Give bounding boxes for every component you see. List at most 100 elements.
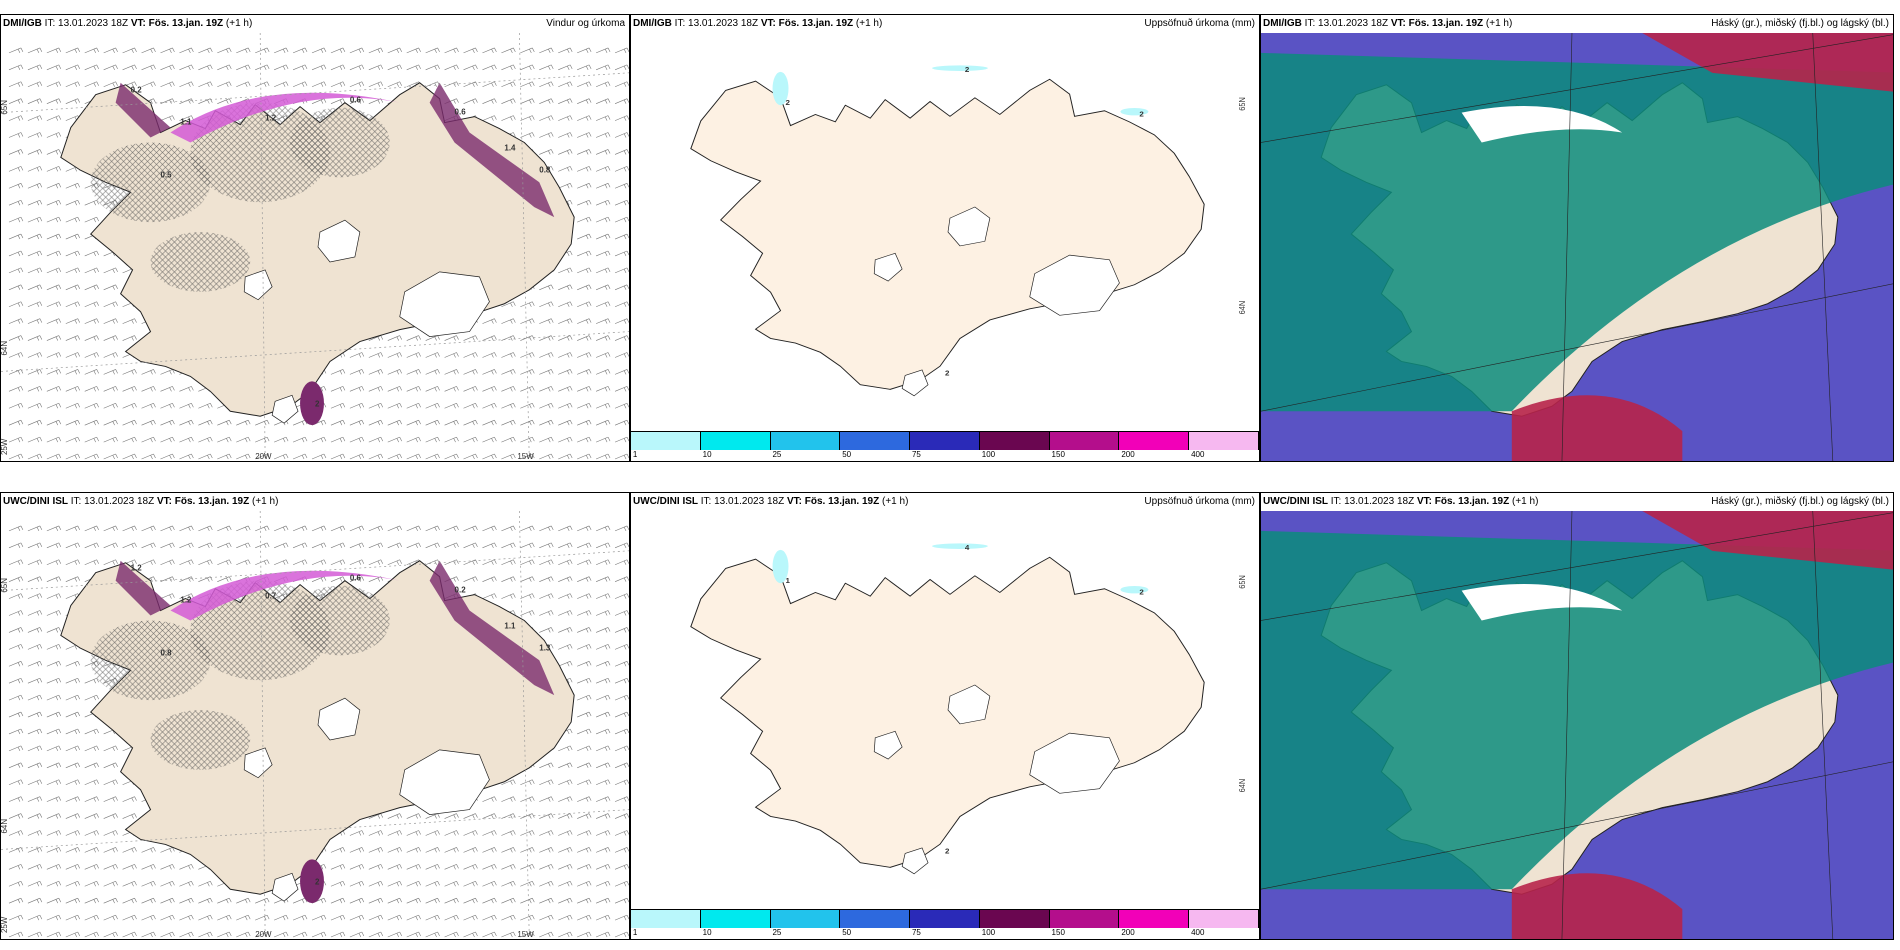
lead-time: (+1 h) (1485, 18, 1513, 29)
panel-header: DMI/IGB IT: 13.01.2023 18Z VT: Fös. 13.j… (631, 15, 1259, 33)
low-cloud-south (1511, 873, 1683, 939)
accum-value-label: 2 (1139, 110, 1143, 119)
white-band (1461, 105, 1623, 143)
map-area (1261, 33, 1893, 461)
panel-header: UWC/DINI ISL IT: 13.01.2023 18Z VT: Fös.… (631, 493, 1259, 511)
vt-label: VT: (760, 18, 776, 29)
panel-dmi-wind: DMI/IGB IT: 13.01.2023 18Z VT: Fös. 13.j… (0, 14, 630, 462)
lon-label-left: 25W (1, 438, 9, 455)
panel-dmi-cloud: DMI/IGB IT: 13.01.2023 18Z VT: Fös. 13.j… (1260, 14, 1894, 462)
colorbar-segment (1189, 910, 1259, 928)
panel-title: Uppsöfnuð úrkoma (mm) (1144, 18, 1255, 29)
lat-label-top: 65N (1238, 575, 1247, 589)
hatch-area-0 (90, 142, 211, 223)
precip-patch (1120, 585, 1149, 594)
map-area: 4 1 2 2 65N 64N (631, 511, 1259, 909)
model-name: DMI/IGB (1263, 18, 1302, 29)
precip-patch (932, 65, 988, 71)
colorbar-segment (1119, 432, 1190, 450)
colorbar (631, 431, 1259, 450)
vt-label: VT: (1390, 18, 1406, 29)
glacier-2 (873, 252, 903, 282)
lead-time: (+1 h) (252, 496, 279, 507)
colorbar-tick: 1 (632, 928, 638, 937)
accum-value-label: 4 (965, 543, 970, 552)
low-cloud-south (1511, 395, 1683, 461)
precip-value-label: 0.8 (539, 165, 551, 174)
accum-value-label: 2 (1139, 588, 1143, 597)
lon-label-15w: 15W (517, 452, 534, 461)
mid-cloud-field (1261, 52, 1893, 412)
map-svg: 1.2 1.2 0.7 0.6 0.2 1.1 1.3 0.8 2 65N 64N 25W 20W 15W (1, 511, 629, 939)
colorbar-legend: 1 10 25 50 75 100 150 200 400 (631, 909, 1259, 939)
panel-header: DMI/IGB IT: 13.01.2023 18Z VT: Fös. 13.j… (1, 15, 629, 33)
vt-value: Fös. 13.jan. 19Z (148, 18, 224, 29)
colorbar-tick: 200 (1121, 928, 1135, 937)
iceland-land (690, 78, 1205, 390)
colorbar-tick: 50 (842, 450, 852, 459)
panel-uwc-cloud: UWC/DINI ISL IT: 13.01.2023 18Z VT: Fös.… (1260, 492, 1894, 940)
run-info: DMI/IGB IT: 13.01.2023 18Z VT: Fös. 13.j… (3, 15, 252, 33)
accum-value-label: 2 (945, 847, 949, 856)
colorbar-segment (979, 910, 1050, 928)
precip-patch (772, 549, 789, 584)
it-label: IT: (1304, 18, 1316, 29)
precip-patch (772, 71, 789, 106)
precip-value-label: 0.6 (350, 96, 362, 105)
colorbar-segment (1049, 910, 1120, 928)
panel-title: Háský (gr.), miðský (fj.bl.) og lágský (… (1711, 18, 1889, 29)
precip-value-label: 0.8 (160, 648, 172, 657)
model-name: UWC/DINI ISL (3, 496, 68, 507)
graticule-lat (1, 550, 629, 850)
vt-label: VT: (156, 496, 172, 507)
graticule (1261, 511, 1893, 939)
run-info: UWC/DINI ISL IT: 13.01.2023 18Z VT: Fös.… (1263, 493, 1538, 511)
colorbar-segment (840, 432, 911, 450)
it-label: IT: (700, 496, 712, 507)
model-name: DMI/IGB (633, 18, 672, 29)
map-area: 0.2 1.1 1.2 0.6 0.6 1.4 0.8 0.5 2 65N 64N 25W 20W 15W (1, 33, 629, 461)
graticule-lon (259, 33, 530, 461)
colorbar (631, 909, 1259, 928)
run-info: DMI/IGB IT: 13.01.2023 18Z VT: Fös. 13.j… (633, 15, 882, 33)
map-area (1261, 511, 1893, 939)
accum-value-label: 1 (786, 576, 791, 585)
model-name: DMI/IGB (3, 18, 42, 29)
glacier-3 (901, 847, 929, 875)
colorbar-tick: 150 (1051, 450, 1065, 459)
colorbar-tick: 100 (981, 928, 996, 937)
colorbar-tick: 10 (702, 450, 712, 459)
map-svg: 4 1 2 2 65N 64N (690, 543, 1247, 875)
glacier-1 (399, 749, 490, 815)
graticule-lat (1, 72, 629, 372)
colorbar-segment (631, 432, 701, 450)
precip-value-label: 2 (315, 399, 320, 408)
glacier-2 (243, 747, 273, 779)
precip-value-label: 1.4 (504, 143, 516, 152)
precip-value-label: 0.7 (265, 592, 277, 601)
precip-band (170, 570, 400, 621)
colorbar-tick: 10 (702, 928, 712, 937)
colorbar-tick: 50 (842, 928, 852, 937)
glacier-1 (399, 271, 490, 337)
graticule-lon (259, 511, 530, 939)
colorbar-segment (1189, 432, 1259, 450)
precip-value-label: 0.5 (160, 170, 172, 179)
map-area: 1.2 1.2 0.7 0.6 0.2 1.1 1.3 0.8 2 65N 64N 25W 20W 15W (1, 511, 629, 939)
it-value: 13.01.2023 18Z (1318, 18, 1389, 29)
colorbar-tick: 25 (772, 450, 782, 459)
lon-label-20w: 20W (255, 452, 272, 461)
panel-title: Uppsöfnuð úrkoma (mm) (1144, 496, 1255, 507)
vt-label: VT: (130, 18, 146, 29)
mid-cloud-field (1261, 530, 1893, 890)
hatch-area-3 (290, 107, 390, 178)
panel-uwc-accum: UWC/DINI ISL IT: 13.01.2023 18Z VT: Fös.… (630, 492, 1260, 940)
it-value: 13.01.2023 18Z (84, 496, 155, 507)
colorbar-segment (1049, 432, 1120, 450)
precip-patch-nw (115, 82, 171, 138)
lat-label-mid: 64N (1, 341, 9, 356)
it-label: IT: (70, 496, 82, 507)
colorbar-legend: 1 10 25 50 75 100 150 200 400 (631, 431, 1259, 461)
lat-label-mid: 64N (1238, 779, 1247, 793)
panel-header: UWC/DINI ISL IT: 13.01.2023 18Z VT: Fös.… (1261, 493, 1893, 511)
